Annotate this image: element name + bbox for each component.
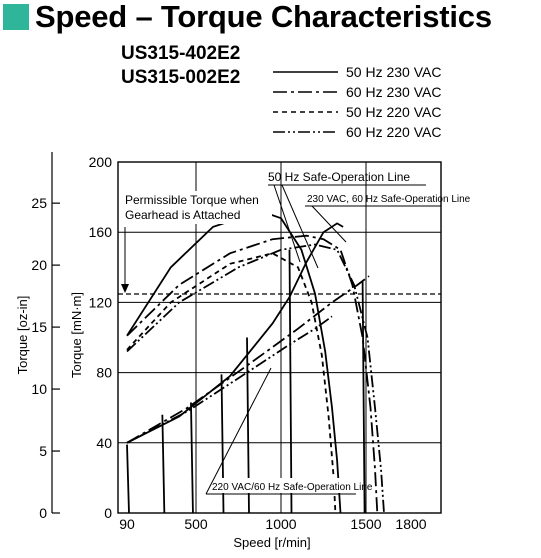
safe-220-60-label-bg bbox=[206, 478, 358, 493]
y-tick-label: 40 bbox=[96, 435, 112, 451]
drop-line-1 bbox=[161, 414, 166, 514]
model-name-2: US315-002E2 bbox=[121, 67, 241, 88]
x-tick-label: 500 bbox=[184, 516, 208, 532]
permissible-label-line2: Gearhead is Attached bbox=[125, 208, 240, 222]
y2-tick-label: 10 bbox=[31, 381, 47, 397]
series-line-3 bbox=[126, 243, 385, 514]
safe-50hz-leader-1 bbox=[273, 184, 301, 263]
legend-label-60hz-230: 60 Hz 230 VAC bbox=[346, 84, 441, 100]
y-axis-title: Torque [mN·m] bbox=[69, 292, 84, 378]
permissible-arrowhead bbox=[121, 284, 129, 293]
drop-line-6 bbox=[361, 281, 366, 514]
safe-230-60-leader bbox=[311, 205, 347, 243]
safe-50hz-label: 50 Hz Safe-Operation Line bbox=[268, 170, 410, 184]
title-bar: Speed – Torque Characteristics bbox=[0, 0, 492, 34]
permissible-label-line1: Permissible Torque when bbox=[125, 193, 259, 207]
model-name-1: US315-402E2 bbox=[121, 43, 241, 64]
series-line-0 bbox=[126, 210, 342, 514]
tick-labels: 0 40 80 120 160 200 0 5 10 15 20 25 90 500 1000 1500 180… bbox=[31, 154, 426, 532]
permissible-label-bg bbox=[122, 191, 272, 224]
x-tick-label: 1800 bbox=[395, 516, 426, 532]
series-low-branch-3 bbox=[126, 315, 333, 444]
page-title: Speed – Torque Characteristics bbox=[35, 0, 492, 34]
curves bbox=[126, 210, 385, 514]
y2-tick-label: 25 bbox=[31, 195, 47, 211]
y-tick-label: 80 bbox=[96, 365, 112, 381]
legend-label-50hz-220: 50 Hz 220 VAC bbox=[346, 104, 441, 120]
safe-230-60-label: 230 VAC, 60 Hz Safe-Operation Line bbox=[307, 194, 471, 205]
drop-line-5 bbox=[288, 249, 293, 514]
series-low-branch-1 bbox=[126, 275, 370, 444]
safe-220-60-leader bbox=[205, 367, 272, 495]
series-line-2 bbox=[126, 252, 337, 514]
model-names: US315-402E2 US315-002E2 bbox=[121, 42, 240, 90]
x-tick-label: 1000 bbox=[265, 516, 296, 532]
y-tick-label: 200 bbox=[89, 154, 113, 170]
series-line-1 bbox=[126, 234, 379, 514]
y-tick-label: 0 bbox=[104, 505, 112, 521]
plot-frame bbox=[117, 161, 442, 514]
drop-line-2 bbox=[190, 402, 194, 514]
x-axis-title: Speed [r/min] bbox=[233, 535, 310, 550]
series-low-branch-0 bbox=[126, 222, 344, 444]
y2-tick-label: 0 bbox=[39, 505, 47, 521]
x-tick-label: 90 bbox=[119, 516, 135, 532]
y2-tick-label: 15 bbox=[31, 319, 47, 335]
y-tick-label: 120 bbox=[89, 294, 113, 310]
safe-220-60-label: 220 VAC/60 Hz Safe-Operation Line bbox=[212, 482, 373, 493]
legend-label-60hz-220: 60 Hz 220 VAC bbox=[346, 124, 441, 140]
y2-tick-label: 20 bbox=[31, 257, 47, 273]
y2-axis-title: Torque [oz-in] bbox=[15, 296, 30, 375]
title-accent-square bbox=[3, 4, 29, 30]
x-tick-label: 1500 bbox=[350, 516, 381, 532]
legend: 50 Hz 230 VAC 60 Hz 230 VAC 50 Hz 220 VA… bbox=[273, 64, 441, 140]
safe-50hz-leader-2 bbox=[281, 184, 319, 269]
drop-line-0 bbox=[126, 444, 130, 514]
y2-tick-label: 5 bbox=[39, 443, 47, 459]
legend-label-50hz-230: 50 Hz 230 VAC bbox=[346, 64, 441, 80]
y-tick-label: 160 bbox=[89, 224, 113, 240]
